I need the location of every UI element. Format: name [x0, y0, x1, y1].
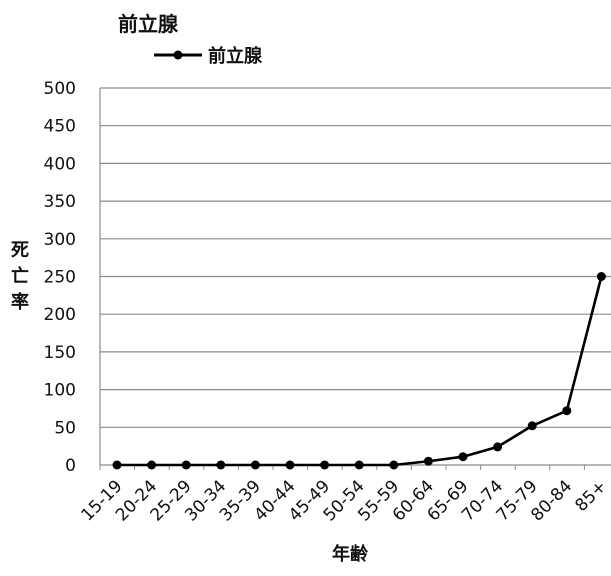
data-point [527, 421, 537, 431]
y-axis-label-char: 死 [11, 240, 29, 261]
y-tick-label: 0 [65, 456, 76, 476]
data-point [285, 460, 295, 470]
data-point [320, 460, 330, 470]
y-axis-label-char: 亡 [11, 266, 29, 287]
y-tick-label: 500 [44, 79, 76, 99]
data-point [112, 460, 122, 470]
chart-title: 前立腺 [118, 12, 178, 36]
data-point [596, 272, 606, 281]
data-point [147, 460, 157, 470]
y-axis-label-char: 率 [11, 292, 29, 313]
y-tick-label: 250 [44, 268, 76, 288]
data-point [181, 460, 191, 470]
y-tick-label: 50 [54, 418, 76, 438]
y-tick-label: 300 [44, 230, 76, 250]
data-point [562, 406, 572, 416]
data-point [389, 460, 399, 470]
x-tick-label: 85+ [571, 476, 611, 516]
x-axis-label: 年齢 [332, 544, 368, 565]
data-point [216, 460, 226, 470]
y-tick-label: 400 [44, 154, 76, 174]
y-tick-label: 200 [44, 305, 76, 325]
data-point [250, 460, 260, 470]
y-tick-label: 100 [44, 381, 76, 401]
data-point [423, 456, 433, 466]
data-point [458, 452, 468, 462]
legend-line-marker [154, 50, 202, 60]
y-tick-label: 450 [44, 117, 76, 137]
y-tick-label: 350 [44, 192, 76, 212]
legend: 前立腺 [152, 42, 262, 68]
series-line [117, 276, 603, 467]
legend-label: 前立腺 [208, 46, 262, 67]
y-axis-label: 死亡率 [8, 238, 32, 316]
y-tick-label: 150 [44, 343, 76, 363]
data-point [354, 460, 364, 470]
data-point [493, 442, 503, 452]
